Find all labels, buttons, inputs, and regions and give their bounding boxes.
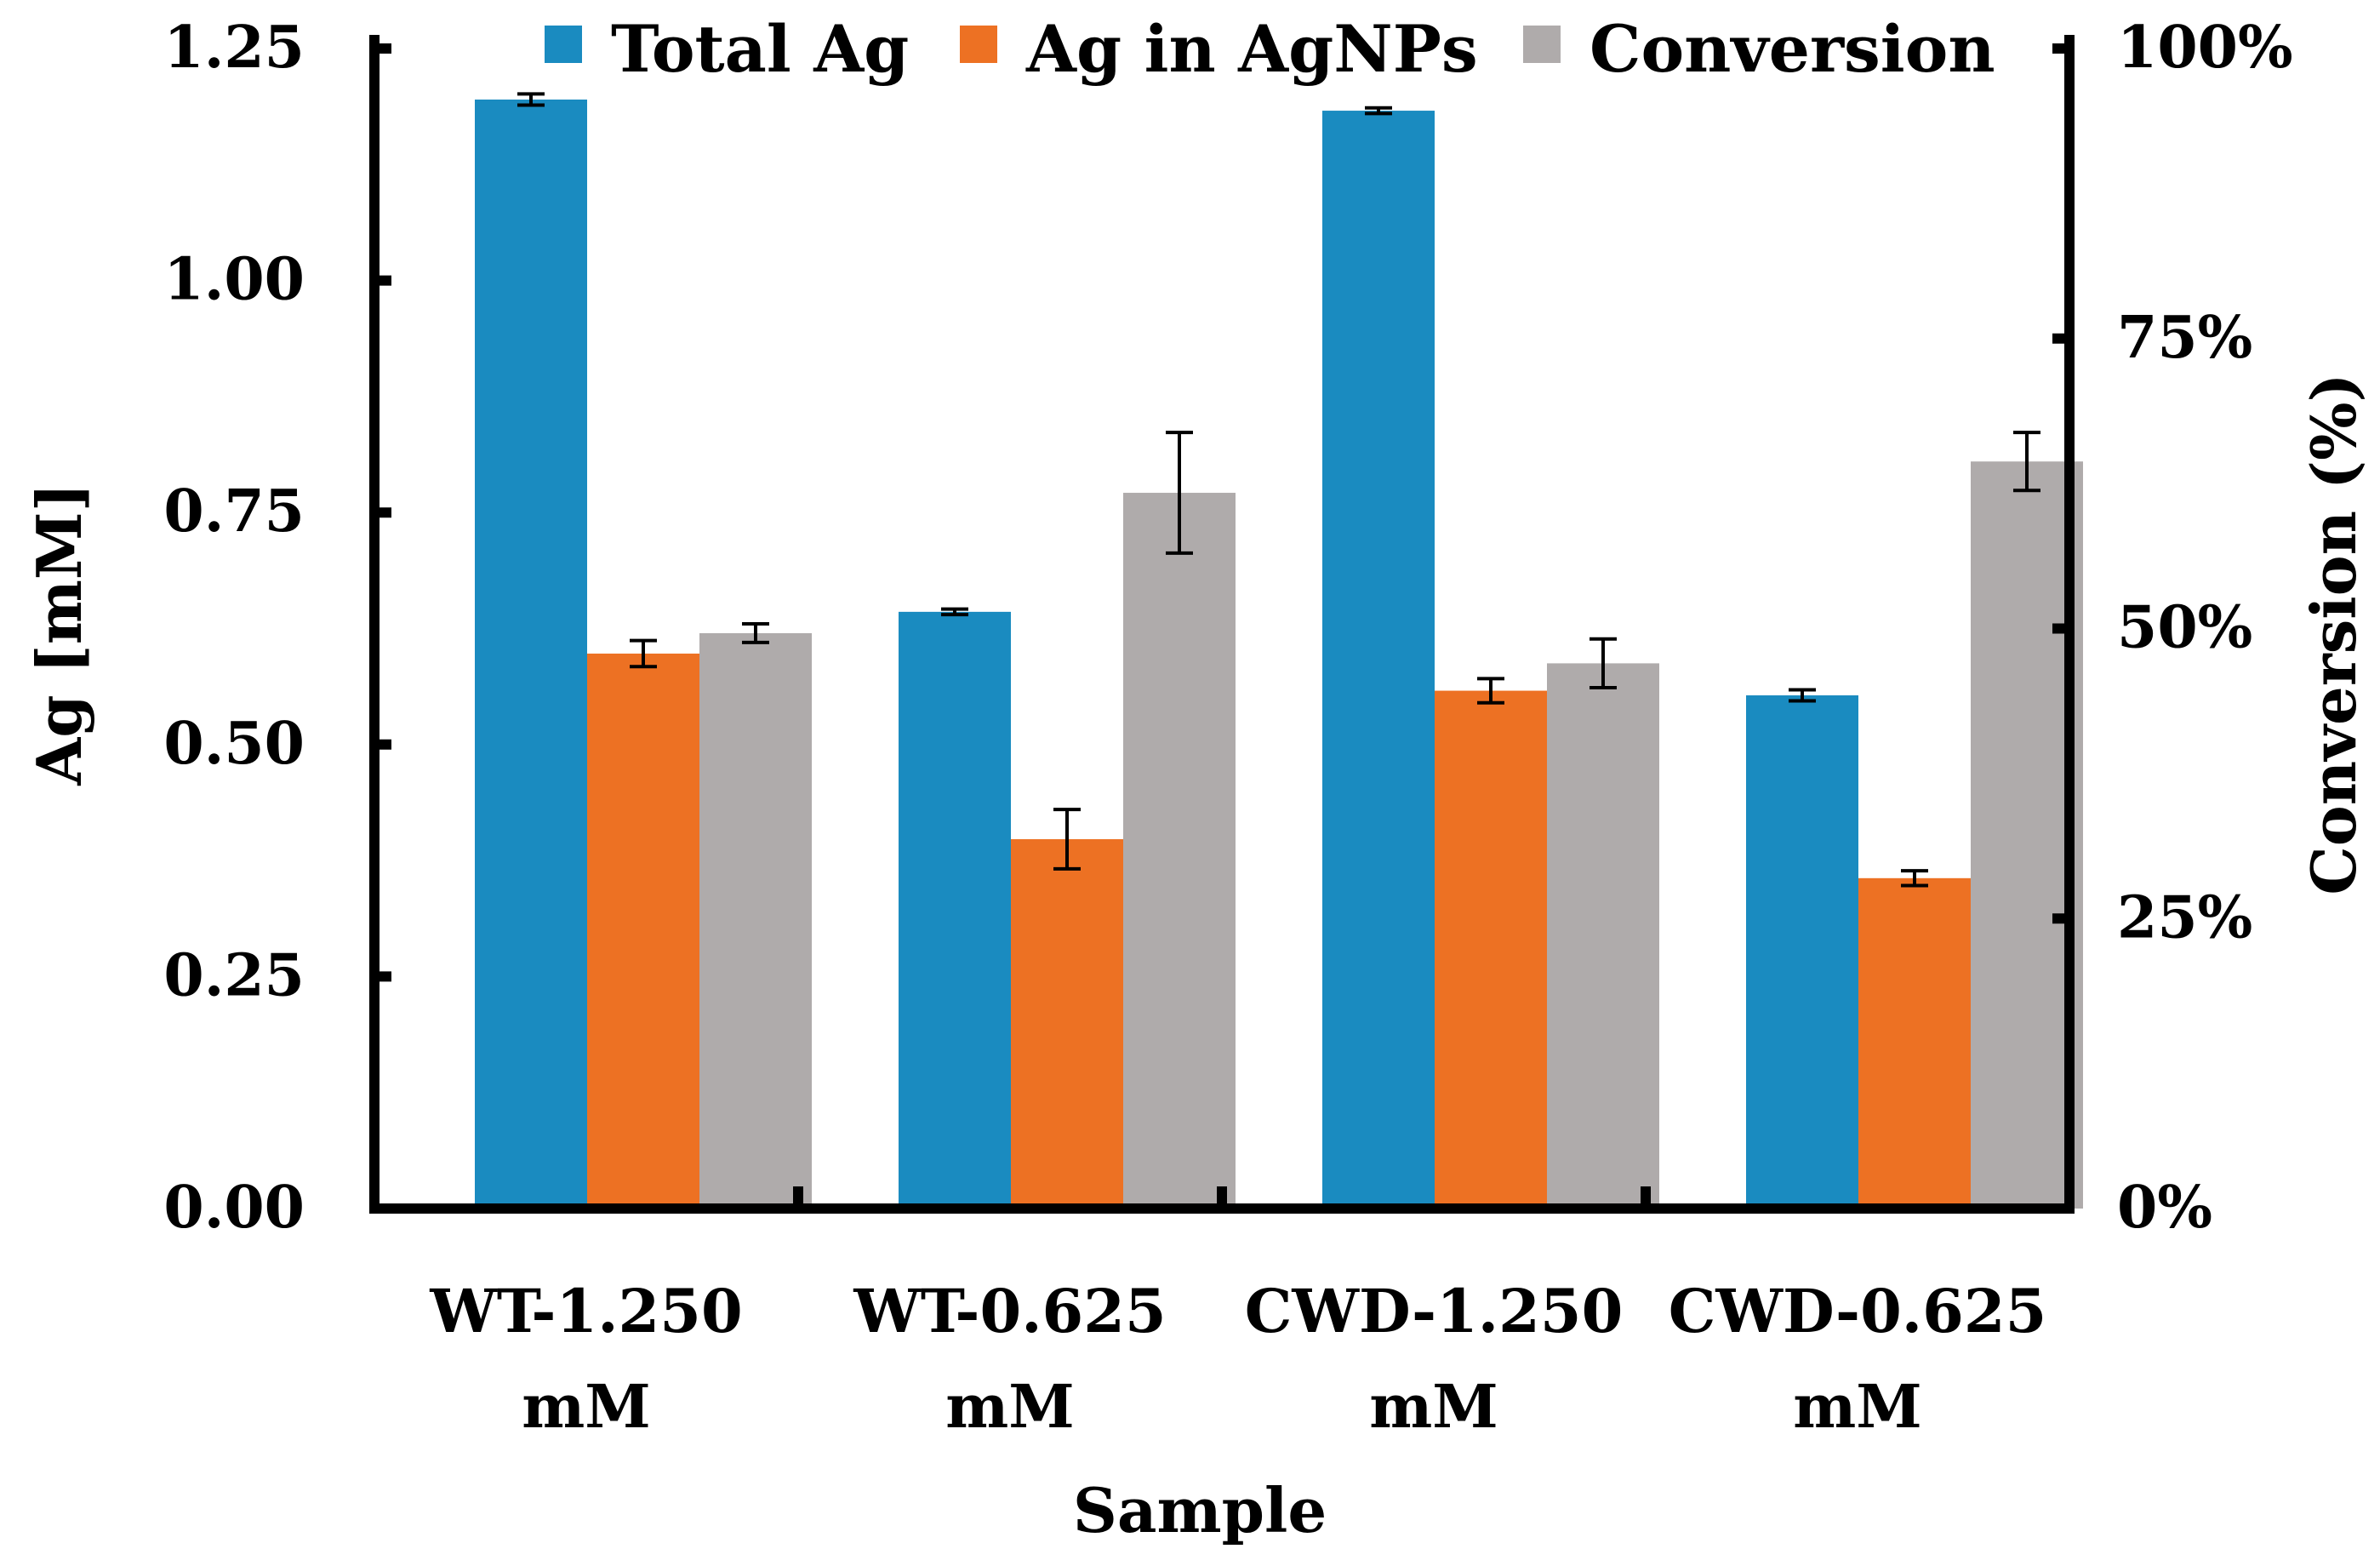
legend-label-ag-in-agnps: Ag in AgNPs [1025, 11, 1478, 87]
error-bars-layer [517, 92, 2040, 888]
bar [587, 653, 699, 1209]
category-labels-layer: WT-1.250 mM WT-0.625 mM CWD-1.250 mM CWD-0.625… [429, 1276, 2046, 1442]
y2-tick-label: 50% [2117, 594, 2252, 662]
category-label: mM [945, 1371, 1075, 1442]
axes-layer [369, 35, 2075, 1214]
y2-tick-label: 100% [2117, 14, 2293, 82]
legend-label-conversion: Conversion [1590, 11, 1995, 87]
bar [475, 99, 587, 1209]
bar [1746, 695, 1858, 1209]
x-axis-title: Sample [1073, 1474, 1327, 1546]
y-tick-label: 0.00 [163, 1174, 305, 1242]
category-label: mM [1793, 1371, 1922, 1442]
category-label: CWD-0.625 [1669, 1276, 2047, 1346]
y-tick-label: 0.75 [163, 477, 305, 546]
y2-tick-label: 75% [2117, 304, 2252, 372]
legend-swatch-ag-in-agnps [960, 26, 997, 63]
legend-label-total-ag: Total Ag [611, 11, 909, 87]
bar [1123, 493, 1236, 1209]
category-label: mM [1369, 1371, 1498, 1442]
y2-tick-label: 25% [2117, 883, 2252, 952]
bar [1858, 877, 1971, 1209]
y-tick-label: 1.25 [163, 14, 305, 82]
legend-swatch-total-ag [545, 26, 582, 63]
category-label: CWD-1.250 [1245, 1276, 1624, 1346]
y-tick-label: 1.00 [163, 246, 305, 314]
category-label: WT-1.250 [429, 1276, 742, 1346]
y-tick-label: 0.50 [163, 710, 305, 778]
y-tick-label: 0.25 [163, 941, 305, 1009]
tick-labels-layer: 0.00 0.25 0.50 0.75 1.00 1.25 0% 25% 50% 75% 100% [163, 14, 2292, 1242]
category-label: WT-0.625 [853, 1276, 1166, 1346]
bars-layer [475, 99, 2083, 1209]
bar [899, 611, 1011, 1209]
bar [1435, 690, 1547, 1209]
category-label: mM [522, 1371, 651, 1442]
bar [1547, 663, 1659, 1209]
y-axis-title: Ag [mM] [23, 483, 95, 786]
y2-tick-label: 0% [2117, 1174, 2212, 1242]
y2-axis-title: Conversion (%) [2297, 373, 2370, 894]
bar [699, 632, 812, 1209]
legend: Total Ag Ag in AgNPs Conversion [545, 11, 1995, 87]
bar [1322, 111, 1435, 1209]
bar [1011, 839, 1123, 1209]
legend-swatch-conversion [1523, 26, 1561, 63]
